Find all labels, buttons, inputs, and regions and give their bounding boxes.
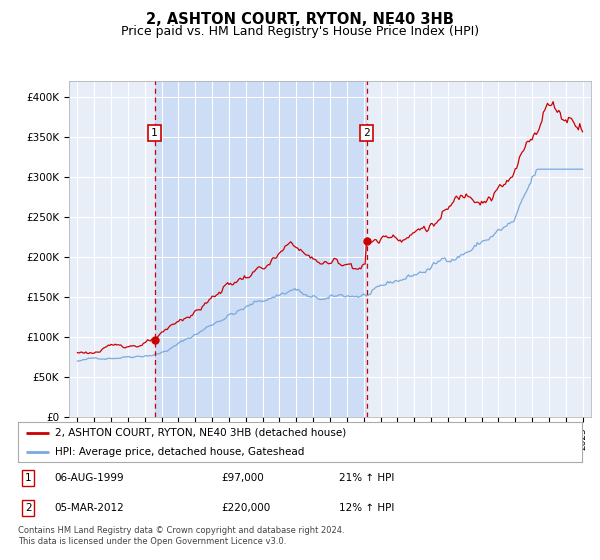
Text: Contains HM Land Registry data © Crown copyright and database right 2024.
This d: Contains HM Land Registry data © Crown c… <box>18 526 344 546</box>
Text: 2: 2 <box>25 503 31 513</box>
Text: 2: 2 <box>363 128 370 138</box>
Text: 05-MAR-2012: 05-MAR-2012 <box>55 503 124 513</box>
Text: 1: 1 <box>25 473 31 483</box>
Text: HPI: Average price, detached house, Gateshead: HPI: Average price, detached house, Gate… <box>55 447 304 457</box>
Text: £97,000: £97,000 <box>221 473 264 483</box>
Text: 12% ↑ HPI: 12% ↑ HPI <box>340 503 395 513</box>
Text: 2, ASHTON COURT, RYTON, NE40 3HB: 2, ASHTON COURT, RYTON, NE40 3HB <box>146 12 454 27</box>
Text: 2, ASHTON COURT, RYTON, NE40 3HB (detached house): 2, ASHTON COURT, RYTON, NE40 3HB (detach… <box>55 428 346 438</box>
Text: 06-AUG-1999: 06-AUG-1999 <box>55 473 124 483</box>
Bar <box>155 81 367 417</box>
Text: 21% ↑ HPI: 21% ↑ HPI <box>340 473 395 483</box>
Text: £220,000: £220,000 <box>221 503 270 513</box>
Text: Price paid vs. HM Land Registry's House Price Index (HPI): Price paid vs. HM Land Registry's House … <box>121 25 479 38</box>
Text: 1: 1 <box>151 128 158 138</box>
